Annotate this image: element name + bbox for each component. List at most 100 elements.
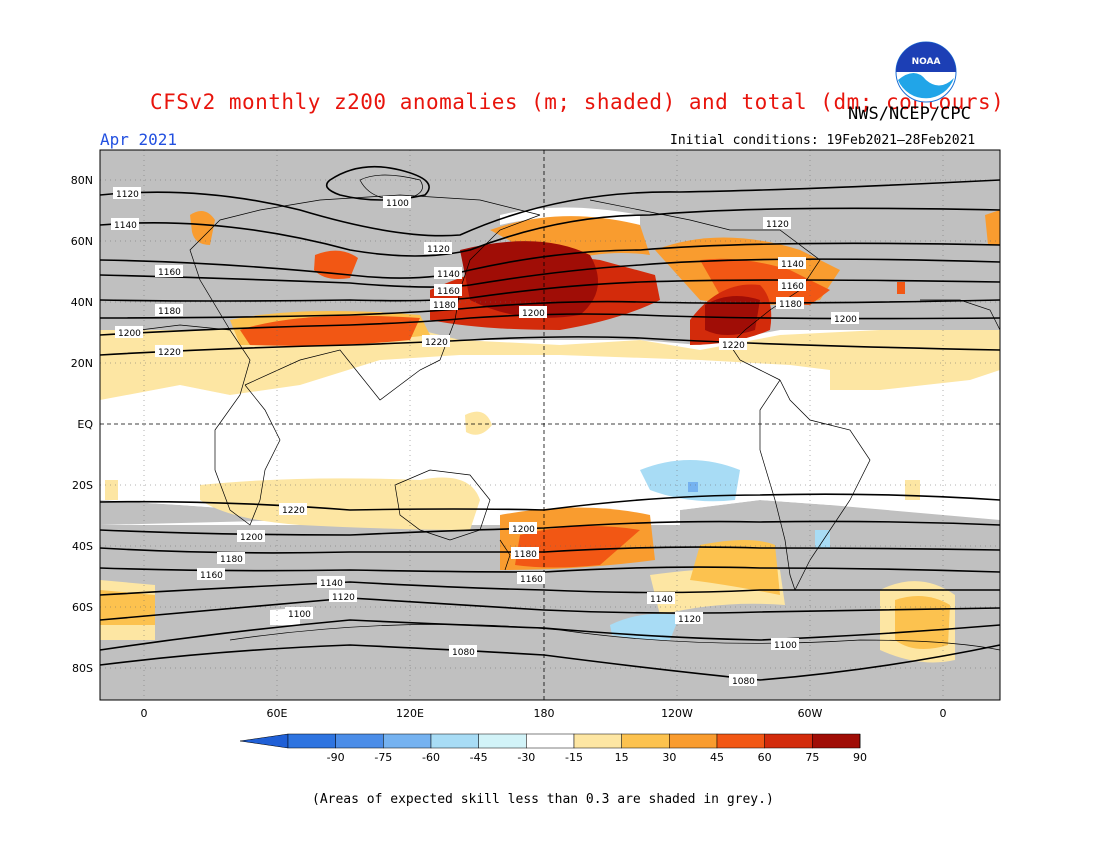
- contour-label: 1160: [155, 265, 183, 278]
- svg-text:1100: 1100: [774, 641, 797, 651]
- contour-label: 1120: [675, 612, 703, 625]
- svg-text:1160: 1160: [437, 287, 460, 297]
- svg-text:1140: 1140: [320, 579, 343, 589]
- legend-swatch: [335, 733, 384, 749]
- svg-text:0: 0: [940, 707, 947, 720]
- legend-tick-label: 45: [710, 751, 724, 764]
- contour-label: 1120: [329, 590, 357, 603]
- svg-text:1080: 1080: [452, 648, 475, 658]
- legend-swatch: [573, 733, 622, 749]
- svg-text:180: 180: [534, 707, 555, 720]
- legend-tick-label: 75: [805, 751, 819, 764]
- svg-text:NOAA: NOAA: [912, 57, 941, 67]
- legend-swatch: [621, 733, 670, 749]
- svg-text:1160: 1160: [520, 575, 543, 585]
- svg-text:EQ: EQ: [77, 418, 93, 431]
- svg-text:20N: 20N: [71, 357, 93, 370]
- contour-label: 1120: [424, 242, 452, 255]
- contour-label: 1100: [285, 607, 313, 620]
- coastlines: [139, 174, 1001, 651]
- svg-text:40S: 40S: [72, 540, 93, 553]
- legend-swatch: [478, 733, 527, 749]
- svg-text:1160: 1160: [158, 268, 181, 278]
- contour-label: 1220: [422, 335, 450, 348]
- svg-text:120E: 120E: [396, 707, 424, 720]
- legend-tick-label: 15: [615, 751, 629, 764]
- contour-label: 1220: [719, 338, 747, 351]
- legend-tick-label: -75: [374, 751, 392, 764]
- svg-text:80N: 80N: [71, 174, 93, 187]
- contour-label: 1180: [217, 552, 245, 565]
- svg-text:1120: 1120: [766, 220, 789, 230]
- contour-label: 1120: [113, 187, 141, 200]
- svg-text:1180: 1180: [514, 550, 537, 560]
- contour-label: 1180: [155, 304, 183, 317]
- svg-text:1120: 1120: [427, 245, 450, 255]
- contour-label: 1220: [155, 345, 183, 358]
- svg-text:1080: 1080: [732, 677, 755, 687]
- svg-text:1100: 1100: [386, 199, 409, 209]
- svg-text:1160: 1160: [781, 282, 804, 292]
- legend-tick-label: -45: [470, 751, 488, 764]
- svg-text:60E: 60E: [267, 707, 288, 720]
- contour-label: 1120: [763, 217, 791, 230]
- svg-text:1140: 1140: [650, 595, 673, 605]
- contour-label: 1200: [831, 312, 859, 325]
- svg-text:1120: 1120: [332, 593, 355, 603]
- contour-label: 1140: [778, 257, 806, 270]
- legend-swatch: [526, 733, 575, 749]
- legend-swatch: [430, 733, 479, 749]
- svg-text:1220: 1220: [158, 348, 181, 358]
- svg-text:1140: 1140: [437, 270, 460, 280]
- negative-anomaly-areas: [610, 460, 830, 640]
- svg-text:1200: 1200: [512, 525, 535, 535]
- contour-label: 1160: [778, 279, 806, 292]
- svg-text:40N: 40N: [71, 296, 93, 309]
- skill-note: (Areas of expected skill less than 0.3 a…: [312, 792, 774, 807]
- contour-labels: 1100 1120 1140 1120 1140 1160 1160 1180 …: [111, 187, 859, 687]
- svg-text:1180: 1180: [158, 307, 181, 317]
- svg-text:1120: 1120: [678, 615, 701, 625]
- svg-text:1220: 1220: [282, 506, 305, 516]
- svg-text:120W: 120W: [661, 707, 693, 720]
- svg-text:0: 0: [141, 707, 148, 720]
- svg-text:1200: 1200: [834, 315, 857, 325]
- contour-label: 1100: [771, 638, 799, 651]
- color-legend: -90 -75 -60 -45 -30 -15 15 30 45 60 75 90: [239, 733, 867, 764]
- chart-title: CFSv2 monthly z200 anomalies (m; shaded)…: [150, 90, 1005, 114]
- contour-label: 1080: [729, 674, 757, 687]
- legend-tick-label: -90: [327, 751, 345, 764]
- forecast-month: Apr 2021: [100, 130, 178, 149]
- initial-conditions: Initial conditions: 19Feb2021–28Feb2021: [670, 133, 976, 148]
- contour-label: 1180: [511, 547, 539, 560]
- contour-label: 1140: [317, 576, 345, 589]
- legend-swatch: [716, 733, 765, 749]
- svg-text:1180: 1180: [779, 300, 802, 310]
- svg-text:1160: 1160: [200, 571, 223, 581]
- legend-swatch: [812, 733, 861, 749]
- latitude-labels: 80N 60N 40N 20N EQ 20S 40S 60S 80S: [71, 174, 94, 675]
- legend-arrow-low: [239, 733, 289, 749]
- svg-text:1220: 1220: [425, 338, 448, 348]
- contour-label: 1140: [111, 218, 139, 231]
- svg-text:60W: 60W: [798, 707, 823, 720]
- svg-text:1180: 1180: [220, 555, 243, 565]
- contour-label: 1200: [115, 326, 143, 339]
- contour-label: 1160: [434, 284, 462, 297]
- agency-label: NWS/NCEP/CPC: [848, 104, 971, 124]
- map-panel: 1100 1120 1140 1120 1140 1160 1160 1180 …: [99, 149, 1001, 701]
- svg-text:20S: 20S: [72, 479, 93, 492]
- contour-label: 1200: [509, 522, 537, 535]
- legend-tick-label: 60: [758, 751, 772, 764]
- svg-text:60S: 60S: [72, 601, 93, 614]
- svg-text:1200: 1200: [240, 533, 263, 543]
- contour-label: 1160: [197, 568, 225, 581]
- contour-label: 1080: [449, 645, 477, 658]
- svg-text:1140: 1140: [114, 221, 137, 231]
- contour-label: 1180: [430, 298, 458, 311]
- noaa-logo: NOAA: [895, 41, 957, 103]
- contour-label: 1200: [237, 530, 265, 543]
- svg-text:1100: 1100: [288, 610, 311, 620]
- longitude-labels: 0 60E 120E 180 120W 60W 0: [141, 707, 947, 720]
